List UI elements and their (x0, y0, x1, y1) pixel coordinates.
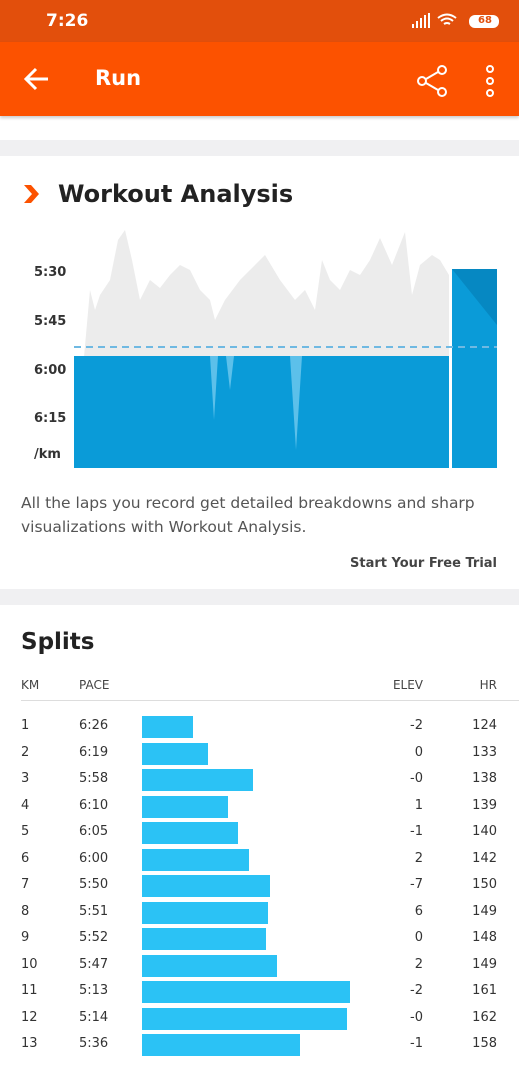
axis-label: /km (34, 447, 61, 462)
pace-bar (142, 822, 239, 844)
pace-bar (142, 875, 271, 897)
app-bar: Run (0, 42, 519, 116)
section-icon (24, 185, 39, 203)
column-header: PACE (79, 678, 110, 692)
free-trial-link[interactable]: Start Your Free Trial (350, 556, 497, 571)
back-button[interactable] (24, 67, 50, 91)
axis-label: 6:15 (34, 411, 67, 426)
separator (0, 589, 519, 605)
elevation: 2 (414, 850, 423, 866)
pace: 6:19 (79, 744, 109, 760)
analysis-graphic (74, 230, 497, 468)
heart-rate: 138 (472, 771, 497, 786)
heart-rate: 161 (472, 983, 497, 998)
km: 5 (21, 824, 30, 839)
pace: 5:47 (79, 956, 109, 972)
heart-rate: 162 (472, 1009, 497, 1025)
column-header: HR (479, 678, 497, 692)
share-button[interactable] (416, 64, 450, 98)
km: 6 (21, 850, 30, 866)
more-button[interactable] (482, 64, 498, 98)
divider (21, 700, 519, 701)
heart-rate: 158 (472, 1036, 497, 1051)
km: 3 (21, 771, 30, 786)
elevation: -0 (410, 1009, 423, 1025)
km: 12 (21, 1009, 38, 1025)
heart-rate: 148 (472, 930, 497, 945)
pace: 6:10 (79, 797, 109, 813)
heart-rate: 142 (472, 850, 497, 866)
elevation: -1 (410, 1036, 423, 1051)
elevation: 1 (414, 797, 423, 813)
pace: 5:14 (79, 1009, 109, 1025)
pace-bar (142, 928, 267, 950)
elevation: 2 (414, 956, 423, 972)
elevation: -1 (410, 824, 423, 839)
heart-rate: 149 (472, 956, 497, 972)
section-title: Workout Analysis (58, 180, 294, 208)
km: 11 (21, 983, 38, 998)
pace: 5:50 (79, 877, 109, 892)
elevation: -2 (410, 983, 423, 998)
km: 7 (21, 877, 30, 892)
km: 9 (21, 930, 30, 945)
elevation: 6 (414, 903, 423, 919)
column-header: ELEV (392, 678, 423, 692)
axis-label: 6:00 (34, 363, 67, 378)
description: All the laps you record get detailed bre… (21, 494, 475, 536)
battery-level: 68 (478, 15, 492, 26)
pace-bar (142, 848, 249, 871)
heart-rate: 133 (472, 744, 497, 760)
pace-bar (142, 981, 350, 1003)
km: 4 (21, 797, 30, 813)
axis-label: 5:45 (34, 314, 67, 329)
heart-rate: 140 (472, 824, 497, 839)
km: 2 (21, 744, 30, 760)
pace-bar (142, 1007, 348, 1030)
heart-rate: 124 (472, 718, 497, 733)
separator (0, 140, 519, 156)
pace-bar (142, 742, 209, 765)
elevation: -2 (410, 718, 423, 733)
km: 1 (21, 718, 30, 733)
km: 10 (21, 956, 38, 972)
elevation: -0 (410, 771, 423, 786)
pace-bar (142, 716, 194, 738)
pace-bar (142, 901, 269, 924)
pace-bar (142, 769, 254, 791)
pace: 6:05 (79, 824, 109, 839)
status-bar: 7:26 68 (0, 0, 519, 42)
pace-bar (142, 1034, 301, 1056)
splits-title: Splits (21, 629, 95, 655)
screen-title: Run (95, 66, 142, 90)
pace: 6:00 (79, 850, 109, 866)
pace-bar (142, 795, 228, 818)
heart-rate: 139 (472, 797, 497, 813)
heart-rate: 150 (472, 877, 497, 892)
elevation: 0 (414, 744, 423, 760)
heart-rate: 149 (472, 903, 497, 919)
pace: 6:26 (79, 718, 109, 733)
column-header: KM (21, 678, 40, 692)
pace: 5:36 (79, 1036, 109, 1051)
pace: 5:58 (79, 771, 109, 786)
pace-bar (142, 954, 277, 977)
elevation: 0 (414, 930, 423, 945)
km: 13 (21, 1036, 38, 1051)
pace: 5:52 (79, 930, 109, 945)
km: 8 (21, 903, 30, 919)
pace: 5:51 (79, 903, 109, 919)
axis-label: 5:30 (34, 265, 67, 280)
status-icons (412, 13, 499, 28)
pace: 5:13 (79, 983, 109, 998)
elevation: -7 (410, 877, 423, 892)
clock: 7:26 (46, 11, 89, 31)
